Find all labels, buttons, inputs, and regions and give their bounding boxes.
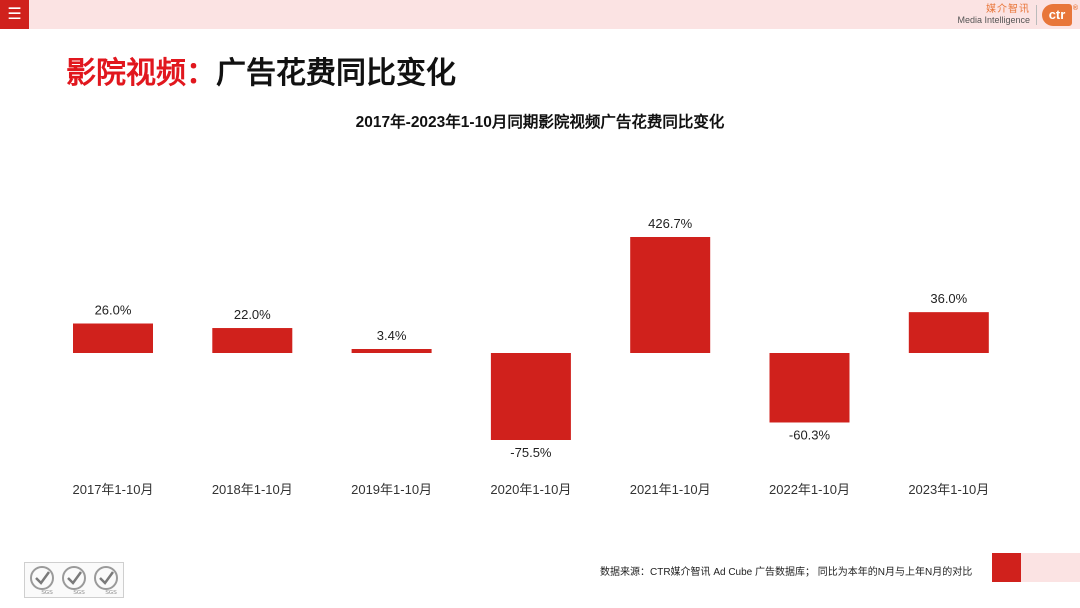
bar bbox=[490, 353, 571, 440]
bar bbox=[769, 353, 850, 423]
brand-text: 媒介智讯 Media Intelligence bbox=[957, 4, 1030, 26]
brand-divider bbox=[1036, 5, 1037, 25]
bar bbox=[908, 312, 989, 353]
bar bbox=[630, 237, 711, 353]
certification-badges: SGS SGS SGS bbox=[24, 562, 124, 598]
category-label: 2019年1-10月 bbox=[351, 482, 432, 497]
page-title-topic: 广告花费同比变化 bbox=[216, 57, 456, 90]
data-label: 3.4% bbox=[377, 328, 407, 343]
footer-accent-red bbox=[992, 553, 1021, 582]
category-label: 2017年1-10月 bbox=[73, 482, 154, 497]
brand-name-en: Media Intelligence bbox=[957, 15, 1030, 25]
data-label: 36.0% bbox=[930, 291, 967, 306]
bar bbox=[73, 323, 153, 353]
sgs-label: SGS bbox=[41, 590, 53, 596]
page-title: 影院视频：广告花费同比变化 bbox=[66, 48, 456, 92]
chart-title: 2017年-2023年1-10月同期影院视频广告花费同比变化 bbox=[355, 114, 725, 131]
data-label: 426.7% bbox=[648, 216, 693, 231]
category-label: 2020年1-10月 bbox=[490, 482, 571, 497]
bar bbox=[212, 328, 293, 353]
brand-name-cn: 媒介智讯 bbox=[986, 4, 1030, 15]
sgs-certification-icon: SGS SGS SGS bbox=[30, 566, 118, 596]
brand-logo-text: ctr bbox=[1048, 7, 1066, 22]
sgs-label: SGS bbox=[105, 590, 117, 596]
ctr-logo-icon: ctr ® bbox=[1042, 4, 1078, 26]
data-label: 22.0% bbox=[234, 307, 271, 322]
menu-button[interactable]: ☰ bbox=[0, 0, 29, 29]
page-title-section: 影院视频： bbox=[66, 57, 216, 90]
data-label: -75.5% bbox=[510, 445, 552, 460]
sgs-label: SGS bbox=[73, 590, 85, 596]
category-label: 2018年1-10月 bbox=[212, 482, 293, 497]
category-label: 2023年1-10月 bbox=[908, 482, 989, 497]
footer-accent-pink bbox=[1021, 553, 1080, 582]
data-label: -60.3% bbox=[789, 427, 831, 442]
brand-logo-group: 媒介智讯 Media Intelligence ctr ® bbox=[957, 3, 1078, 27]
top-bar bbox=[0, 0, 1080, 29]
bar bbox=[351, 349, 432, 353]
data-label: 26.0% bbox=[95, 303, 132, 318]
category-label: 2021年1-10月 bbox=[630, 482, 711, 497]
category-label: 2022年1-10月 bbox=[769, 482, 850, 497]
hamburger-icon: ☰ bbox=[7, 6, 22, 23]
data-source-note: 数据来源：CTR媒介智讯 Ad Cube 广告数据库； 同比为本年的N月与上年N… bbox=[600, 567, 973, 578]
registered-mark: ® bbox=[1072, 5, 1078, 12]
